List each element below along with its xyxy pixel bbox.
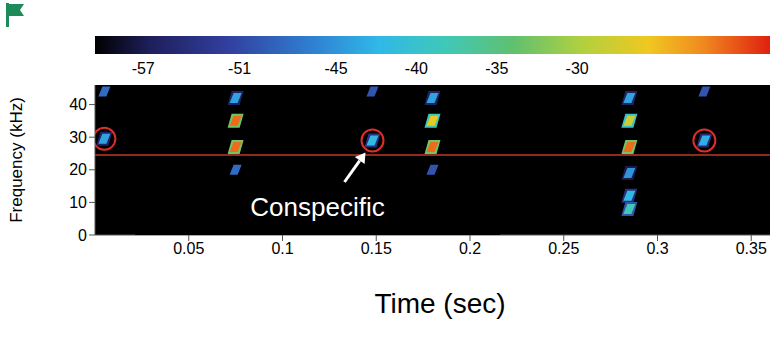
svg-text:0.25: 0.25 [548, 240, 579, 257]
svg-text:0.15: 0.15 [361, 240, 392, 257]
svg-text:0.1: 0.1 [271, 240, 293, 257]
svg-text:0.35: 0.35 [736, 240, 767, 257]
svg-text:30: 30 [69, 129, 87, 146]
svg-text:-45: -45 [325, 60, 348, 77]
html-text:Conspecific: Conspecific [250, 192, 385, 222]
svg-text:0.2: 0.2 [459, 240, 481, 257]
svg-text:Frequency (kHz): Frequency (kHz) [7, 97, 26, 223]
html-text:Time (sec): Time (sec) [374, 288, 506, 319]
svg-text:0.05: 0.05 [173, 240, 204, 257]
svg-text:-40: -40 [405, 60, 428, 77]
svg-text:10: 10 [69, 194, 87, 211]
svg-text:20: 20 [69, 161, 87, 178]
svg-text:0.3: 0.3 [646, 240, 668, 257]
svg-text:-51: -51 [228, 60, 251, 77]
svg-text:-30: -30 [566, 60, 589, 77]
svg-text:-57: -57 [132, 60, 155, 77]
svg-text:0: 0 [78, 227, 87, 244]
svg-text:-35: -35 [485, 60, 508, 77]
svg-text:40: 40 [69, 96, 87, 113]
